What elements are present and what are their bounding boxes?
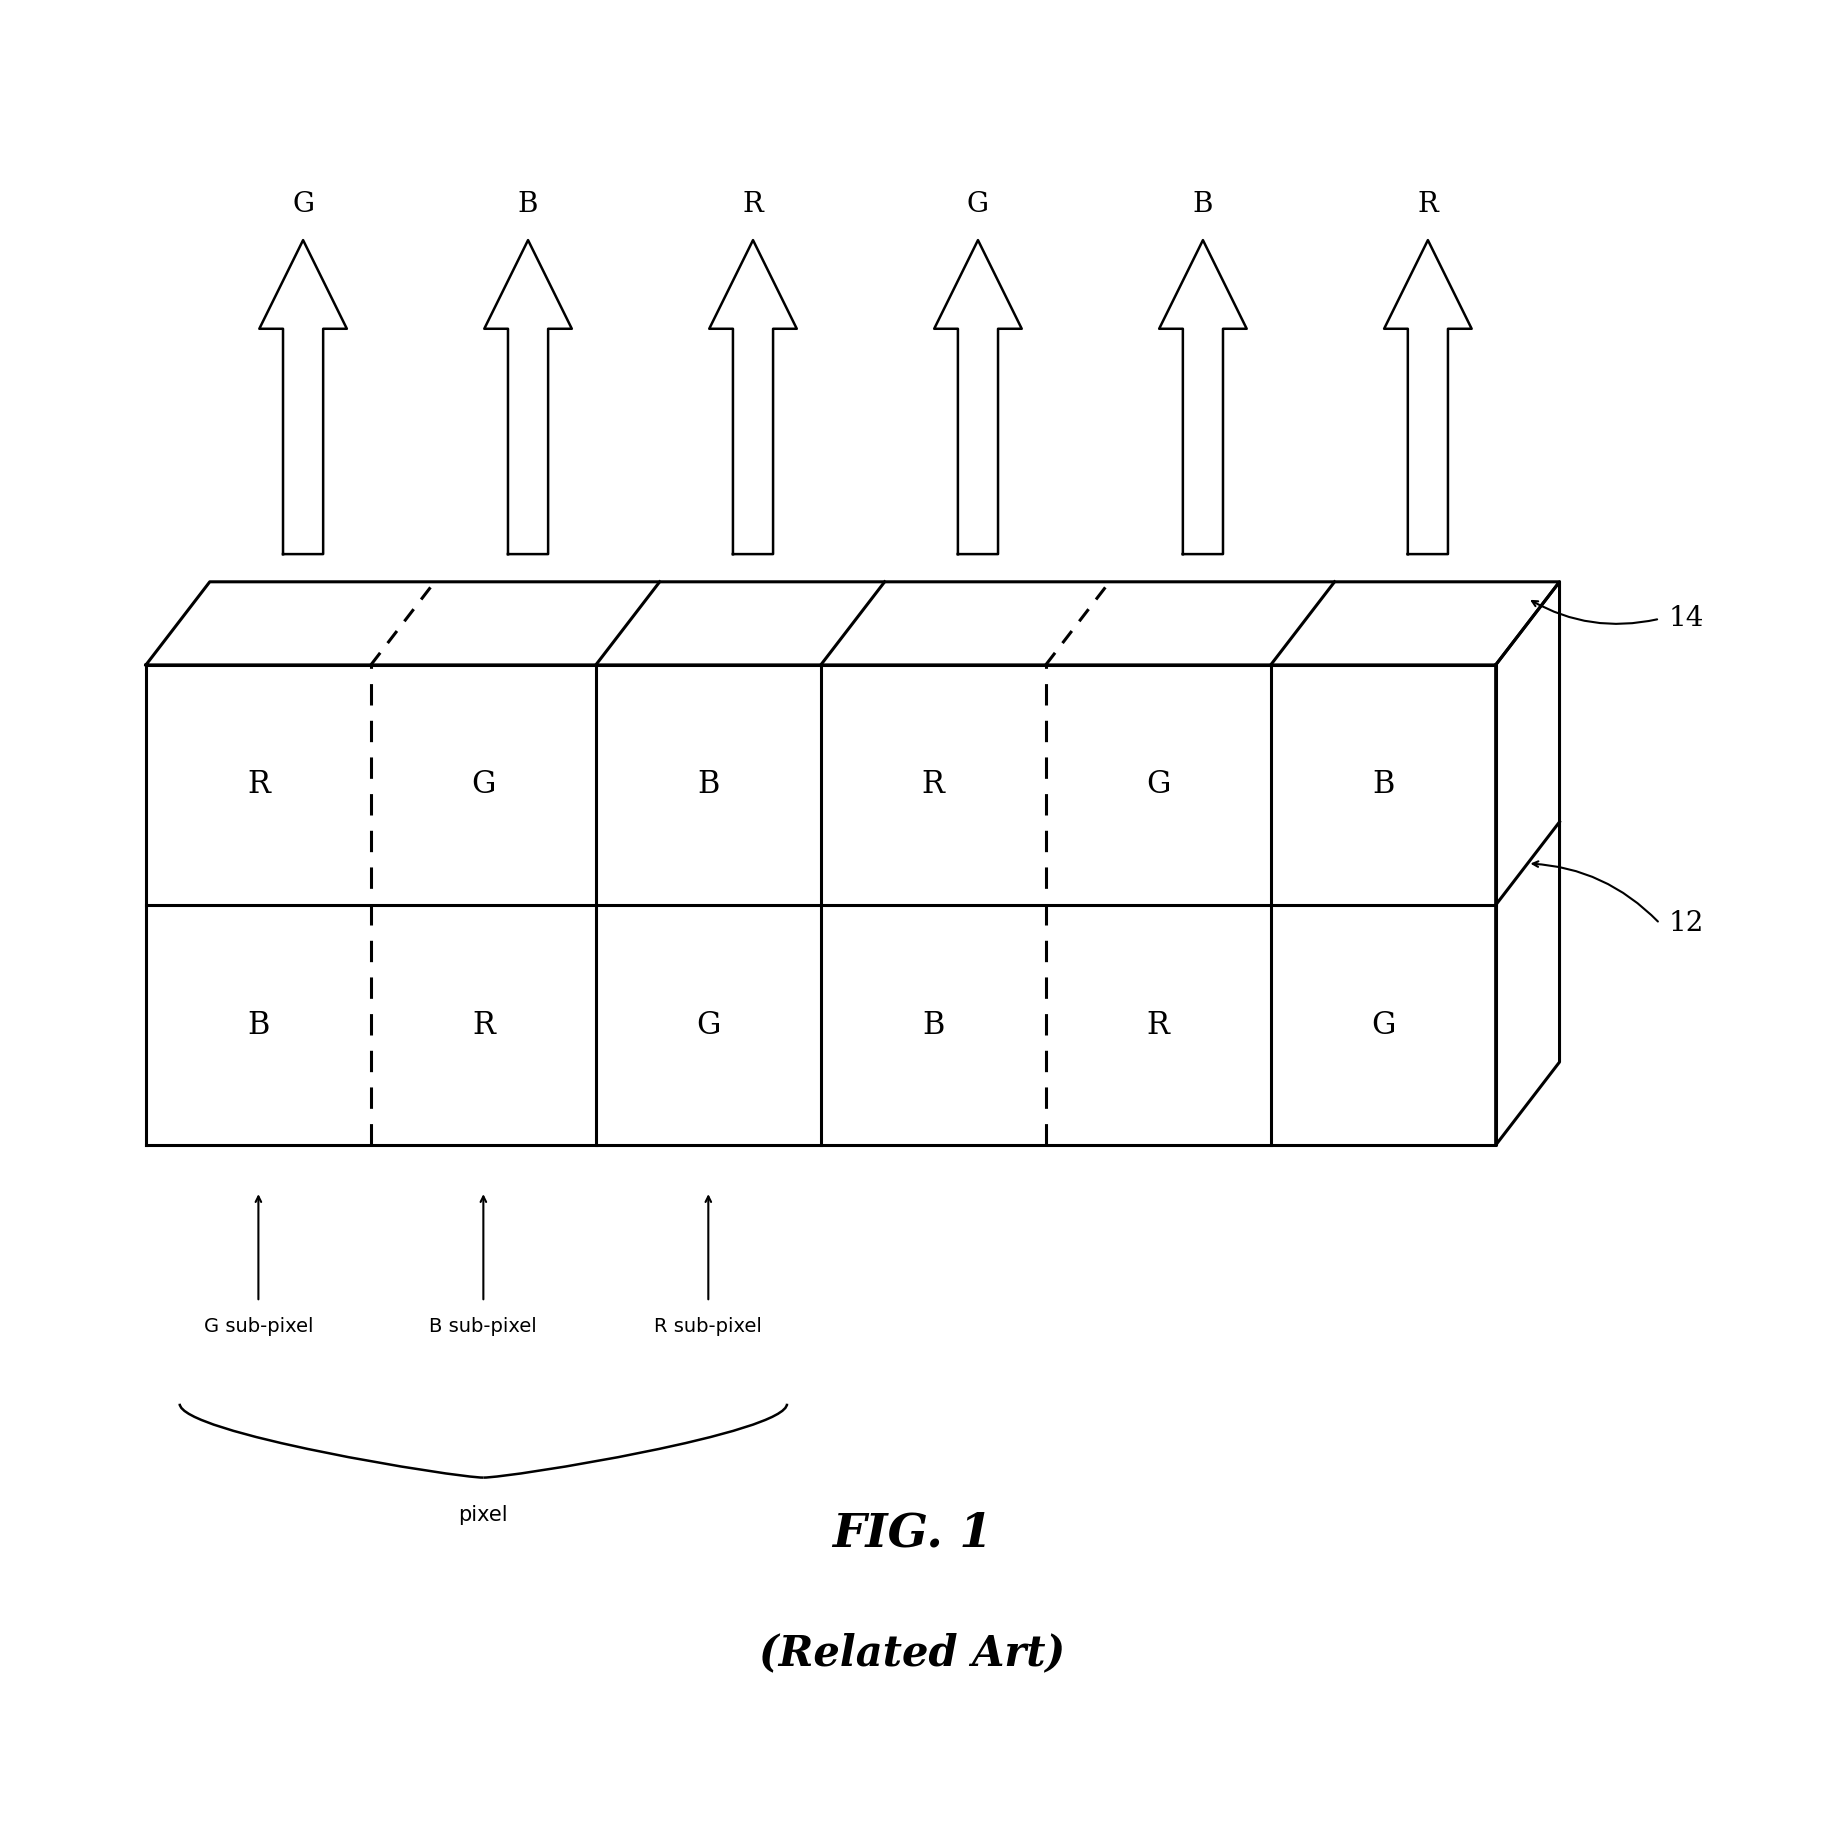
- Text: B: B: [1192, 190, 1212, 218]
- Text: B: B: [696, 770, 718, 800]
- Text: G: G: [470, 770, 496, 800]
- Text: 14: 14: [1668, 606, 1703, 632]
- Text: R: R: [742, 190, 764, 218]
- Polygon shape: [1158, 240, 1247, 554]
- Text: G sub-pixel: G sub-pixel: [204, 1317, 314, 1335]
- Polygon shape: [1384, 240, 1471, 554]
- Text: B: B: [518, 190, 538, 218]
- Polygon shape: [1495, 582, 1559, 1145]
- Text: G: G: [1145, 770, 1170, 800]
- Text: G: G: [292, 190, 314, 218]
- Text: B: B: [922, 1010, 944, 1040]
- Polygon shape: [146, 665, 1495, 1145]
- Text: FIG. 1: FIG. 1: [831, 1511, 992, 1555]
- Text: R: R: [246, 770, 270, 800]
- Text: (Related Art): (Related Art): [758, 1633, 1065, 1673]
- Text: pixel: pixel: [458, 1505, 509, 1526]
- Text: B: B: [1371, 770, 1393, 800]
- Text: R: R: [472, 1010, 494, 1040]
- Polygon shape: [259, 240, 346, 554]
- Polygon shape: [709, 240, 797, 554]
- Text: R: R: [1147, 1010, 1169, 1040]
- Text: B sub-pixel: B sub-pixel: [428, 1317, 538, 1335]
- Text: 12: 12: [1668, 911, 1703, 936]
- Text: G: G: [1371, 1010, 1395, 1040]
- Polygon shape: [146, 582, 1559, 665]
- Text: G: G: [966, 190, 988, 218]
- Text: R: R: [1416, 190, 1438, 218]
- Polygon shape: [933, 240, 1021, 554]
- Text: R sub-pixel: R sub-pixel: [654, 1317, 762, 1335]
- Text: B: B: [248, 1010, 270, 1040]
- Text: G: G: [696, 1010, 720, 1040]
- Text: R: R: [921, 770, 944, 800]
- Polygon shape: [483, 240, 572, 554]
